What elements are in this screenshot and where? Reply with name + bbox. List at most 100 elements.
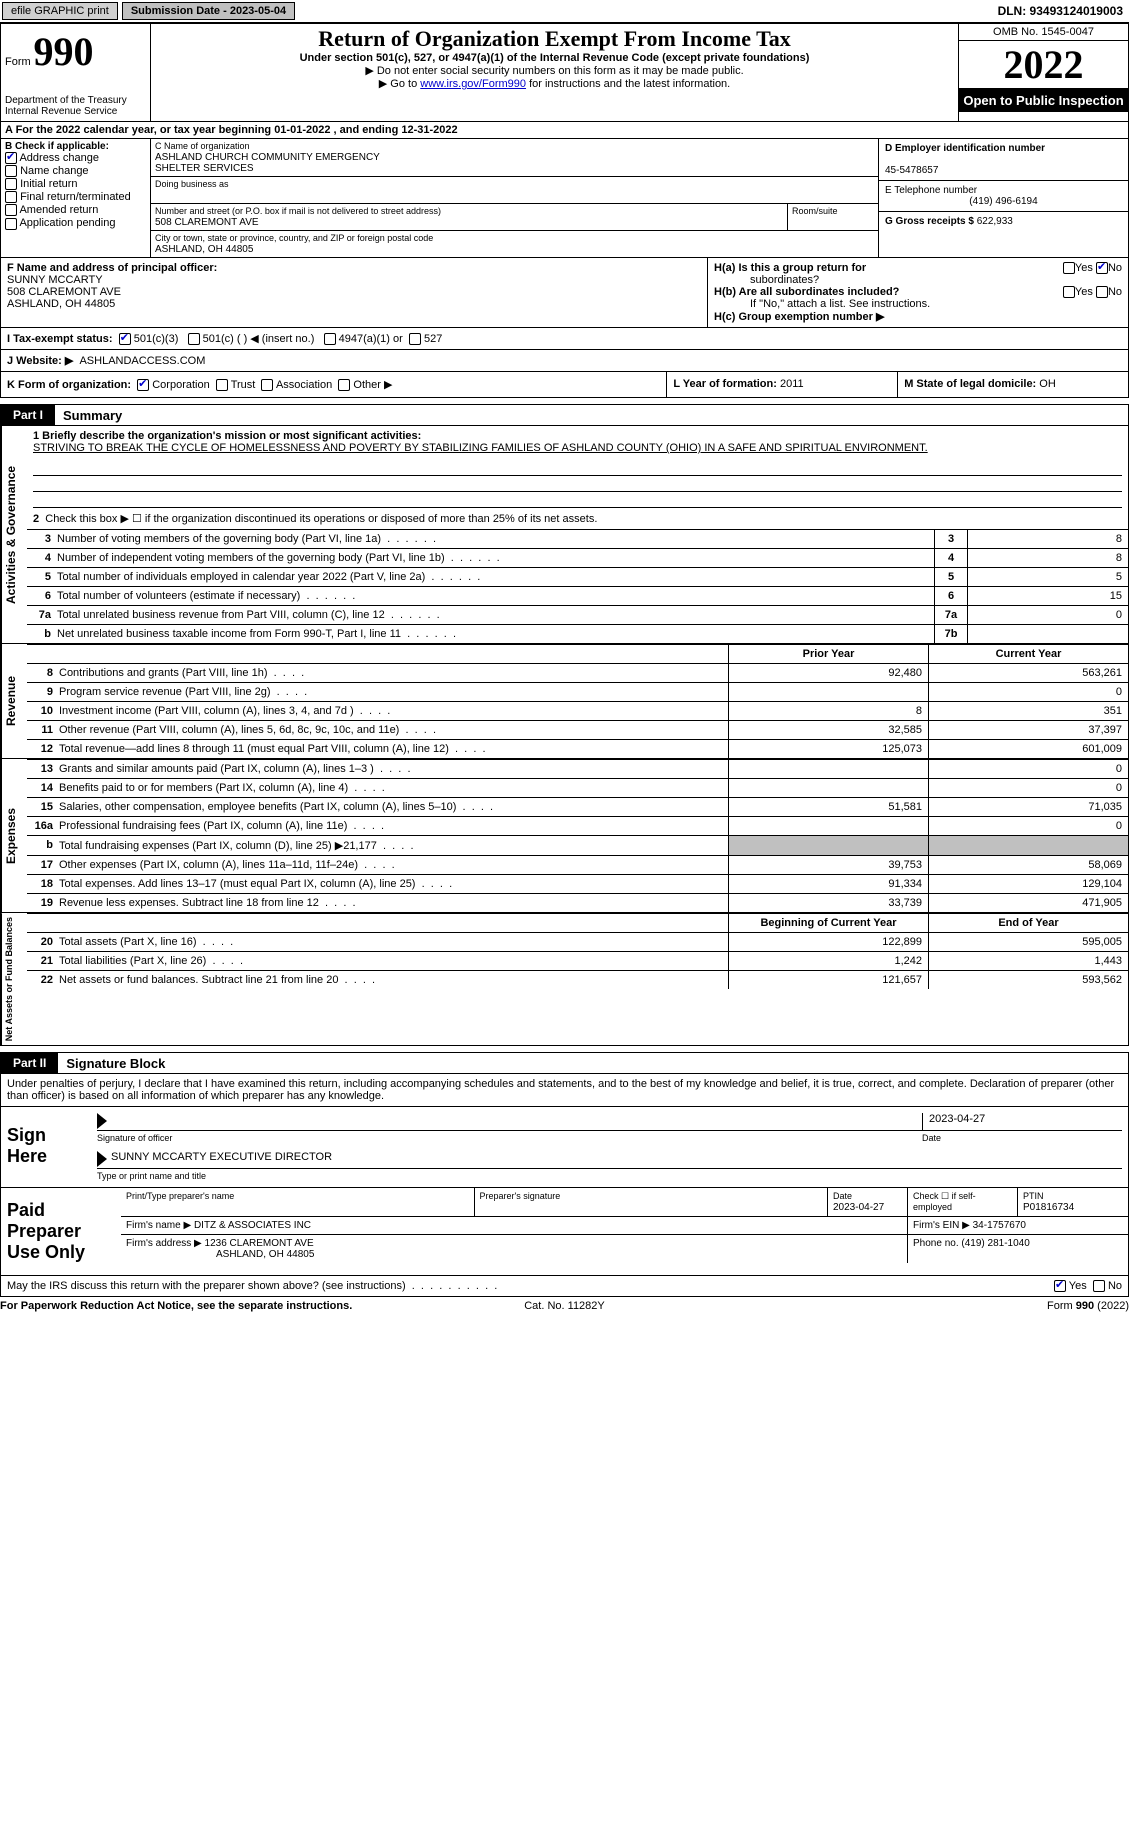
rev-row-12: 12Total revenue—add lines 8 through 11 (… — [27, 739, 1128, 758]
cb-amended-return[interactable]: Amended return — [5, 204, 146, 216]
check-self-employed[interactable]: Check ☐ if self-employed — [913, 1191, 976, 1212]
exp-row-14: 14Benefits paid to or for members (Part … — [27, 778, 1128, 797]
form-header: Form 990 Department of the Treasury Inte… — [0, 23, 1129, 122]
hb-no[interactable] — [1096, 286, 1108, 298]
boy-label: Beginning of Current Year — [728, 914, 928, 932]
box-f: F Name and address of principal officer:… — [1, 258, 708, 327]
net-row-20: 20Total assets (Part X, line 16) . . . .… — [27, 932, 1128, 951]
room-suite-label: Room/suite — [792, 206, 838, 216]
rev-row-11: 11Other revenue (Part VIII, column (A), … — [27, 720, 1128, 739]
box-d: D Employer identification number45-54786… — [878, 139, 1128, 257]
page-footer: For Paperwork Reduction Act Notice, see … — [0, 1297, 1129, 1315]
city-state-zip: ASHLAND, OH 44805 — [155, 244, 253, 255]
gov-row-3: 3Number of voting members of the governi… — [27, 529, 1128, 548]
ha-yes[interactable] — [1063, 262, 1075, 274]
line-2-discontinued: 2 Check this box ▶ ☐ if the organization… — [27, 508, 1128, 529]
paperwork-notice: For Paperwork Reduction Act Notice, see … — [0, 1300, 376, 1312]
prep-date: 2023-04-27 — [833, 1202, 884, 1213]
form-page: Form 990 (2022) — [753, 1300, 1129, 1312]
cb-final-return[interactable]: Final return/terminated — [5, 191, 146, 203]
part1-tab: Part I — [1, 405, 55, 425]
gov-row-5: 5Total number of individuals employed in… — [27, 567, 1128, 586]
mission-block: 1 Briefly describe the organization's mi… — [27, 426, 1128, 460]
goto-line: ▶ Go to www.irs.gov/Form990 for instruct… — [155, 77, 954, 90]
vert-governance: Activities & Governance — [1, 426, 27, 643]
cb-trust[interactable] — [216, 379, 228, 391]
cb-other[interactable] — [338, 379, 350, 391]
rev-row-10: 10Investment income (Part VIII, column (… — [27, 701, 1128, 720]
paid-preparer-label: Paid Preparer Use Only — [1, 1188, 121, 1275]
rev-row-9: 9Program service revenue (Part VIII, lin… — [27, 682, 1128, 701]
exp-row-18: 18Total expenses. Add lines 13–17 (must … — [27, 874, 1128, 893]
gov-row-4: 4Number of independent voting members of… — [27, 548, 1128, 567]
part2-title: Signature Block — [58, 1056, 165, 1071]
vert-revenue: Revenue — [1, 644, 27, 758]
form-title: Return of Organization Exempt From Incom… — [155, 26, 954, 52]
box-h: H(a) Is this a group return for Yes No s… — [708, 258, 1128, 327]
line-a-tax-year: A For the 2022 calendar year, or tax yea… — [0, 122, 1129, 139]
cb-501c[interactable] — [188, 333, 200, 345]
cb-initial-return[interactable]: Initial return — [5, 178, 146, 190]
discuss-yes[interactable] — [1054, 1280, 1066, 1292]
cb-527[interactable] — [409, 333, 421, 345]
dba-label: Doing business as — [155, 179, 229, 189]
sig-date: 2023-04-27 — [922, 1113, 1122, 1130]
cb-assoc[interactable] — [261, 379, 273, 391]
governance-section: Activities & Governance 1 Briefly descri… — [0, 426, 1129, 644]
rev-row-8: 8Contributions and grants (Part VIII, li… — [27, 663, 1128, 682]
boxes-bcd-row: B Check if applicable: Address change Na… — [0, 139, 1129, 258]
discuss-row: May the IRS discuss this return with the… — [0, 1276, 1129, 1297]
ha-no[interactable] — [1096, 262, 1108, 274]
part2-tab: Part II — [1, 1053, 58, 1073]
current-year-label: Current Year — [928, 645, 1128, 663]
firm-name: DITZ & ASSOCIATES INC — [194, 1220, 311, 1231]
hb-note: If "No," attach a list. See instructions… — [750, 298, 1122, 310]
gov-row-b: bNet unrelated business taxable income f… — [27, 624, 1128, 643]
blank-line-1 — [33, 460, 1122, 476]
form-number: 990 — [33, 29, 93, 74]
triangle-icon-2 — [97, 1151, 107, 1167]
irs-link[interactable]: www.irs.gov/Form990 — [420, 78, 526, 90]
blank-line-3 — [33, 492, 1122, 508]
exp-row-15: 15Salaries, other compensation, employee… — [27, 797, 1128, 816]
cb-application-pending[interactable]: Application pending — [5, 217, 146, 229]
exp-row-b: bTotal fundraising expenses (Part IX, co… — [27, 835, 1128, 855]
cb-name-change[interactable]: Name change — [5, 165, 146, 177]
part2-header: Part II Signature Block — [0, 1052, 1129, 1074]
prior-year-label: Prior Year — [728, 645, 928, 663]
cb-4947[interactable] — [324, 333, 336, 345]
expenses-section: Expenses 13Grants and similar amounts pa… — [0, 759, 1129, 913]
gov-row-6: 6Total number of volunteers (estimate if… — [27, 586, 1128, 605]
part1-header: Part I Summary — [0, 404, 1129, 426]
phone-value: (419) 496-6194 — [885, 196, 1122, 207]
cb-501c3[interactable] — [119, 333, 131, 345]
cb-address-change[interactable]: Address change — [5, 152, 146, 164]
mission-text: STRIVING TO BREAK THE CYCLE OF HOMELESSN… — [33, 442, 1122, 456]
vert-netassets: Net Assets or Fund Balances — [1, 913, 27, 1045]
boxes-fh-row: F Name and address of principal officer:… — [0, 258, 1129, 328]
type-name-caption: Type or print name and title — [97, 1171, 1122, 1181]
discuss-no[interactable] — [1093, 1280, 1105, 1292]
hb-yes[interactable] — [1063, 286, 1075, 298]
firm-addr1: 1236 CLAREMONT AVE — [205, 1238, 314, 1249]
street-address: 508 CLAREMONT AVE — [155, 217, 259, 228]
officer-typed-name: SUNNY MCCARTY EXECUTIVE DIRECTOR — [111, 1151, 332, 1168]
cb-corp[interactable] — [137, 379, 149, 391]
open-public-inspection: Open to Public Inspection — [959, 89, 1128, 112]
boy-eoy-header: Beginning of Current Year End of Year — [27, 913, 1128, 932]
omb-number: OMB No. 1545-0047 — [959, 24, 1128, 41]
penalty-statement: Under penalties of perjury, I declare th… — [0, 1074, 1129, 1107]
officer-signature-line[interactable]: 2023-04-27 — [97, 1113, 1122, 1131]
top-toolbar: efile GRAPHIC print Submission Date - 20… — [0, 0, 1129, 23]
efile-print-button[interactable]: efile GRAPHIC print — [2, 2, 118, 20]
officer-name: SUNNY MCCARTY — [7, 274, 103, 286]
sign-here-label: Sign Here — [1, 1107, 91, 1187]
submission-date-label: Submission Date - 2023-05-04 — [122, 2, 295, 20]
firm-phone: (419) 281-1040 — [961, 1238, 1029, 1249]
triangle-icon — [97, 1113, 107, 1129]
ptin-value: P01816734 — [1023, 1202, 1074, 1213]
box-c: C Name of organization ASHLAND CHURCH CO… — [151, 139, 878, 257]
sign-here-block: Sign Here 2023-04-27 Signature of office… — [0, 1107, 1129, 1188]
cat-no: Cat. No. 11282Y — [376, 1300, 752, 1312]
vert-expenses: Expenses — [1, 759, 27, 912]
